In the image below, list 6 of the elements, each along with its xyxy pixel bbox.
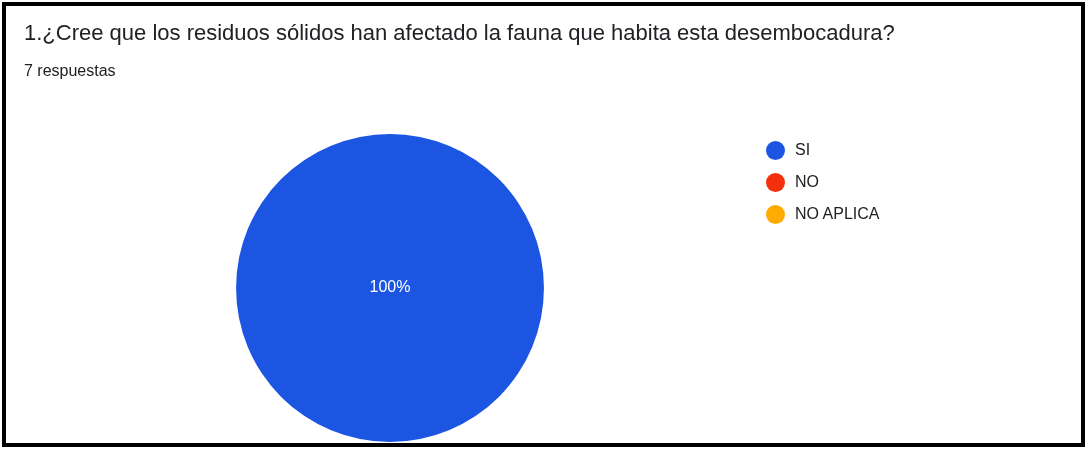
legend-label: SI <box>795 141 811 159</box>
text: 7 respuestas <box>24 62 116 80</box>
data-label: 100% <box>369 278 411 296</box>
legend-label: NO <box>795 173 819 191</box>
chart-title: 1.¿Cree que los residuos sólidos han afectado la fauna que habita esta desembocadura? <box>24 20 895 46</box>
legend-label: NO APLICA <box>795 205 880 223</box>
